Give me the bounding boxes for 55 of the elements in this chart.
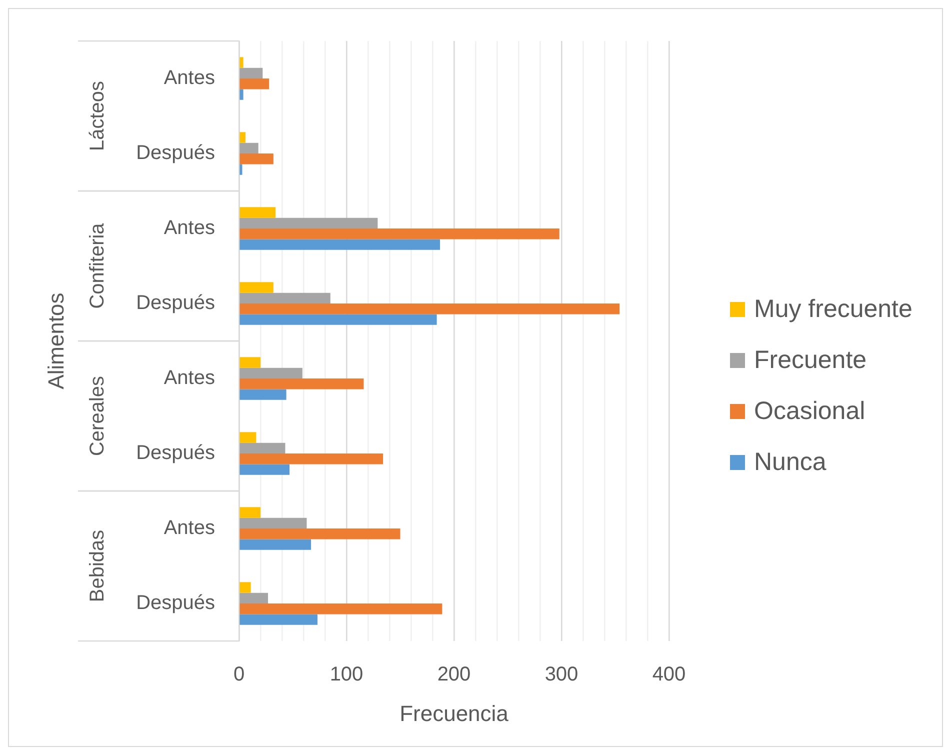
bar (240, 592, 268, 604)
text: Confiteria (86, 222, 109, 309)
text: Lácteos (86, 80, 109, 152)
bar (240, 228, 560, 240)
bar (240, 518, 307, 528)
bar (240, 464, 290, 475)
x-axis-title: Frecuencia (400, 700, 510, 726)
y-axis-title: Alimentos (43, 292, 68, 390)
bar (240, 357, 260, 368)
bar (240, 292, 330, 304)
bar (240, 132, 246, 143)
bar (240, 614, 318, 625)
y-tick-label: Después (136, 442, 215, 464)
y-tick-label: Después (136, 142, 215, 164)
bar (240, 89, 244, 100)
bar (240, 539, 312, 550)
y-tick-label: Antes (164, 217, 215, 240)
bar (240, 78, 270, 90)
bar (240, 368, 302, 378)
y-tick-label: Antes (164, 67, 215, 90)
bar (240, 142, 258, 154)
bar (240, 239, 440, 250)
x-tick-label: 200 (437, 664, 471, 686)
bar (240, 314, 437, 325)
bar (240, 432, 256, 443)
bar (240, 57, 244, 68)
x-tick-label: 100 (330, 664, 364, 686)
bar (240, 442, 286, 454)
y-tick-label: Antes (164, 367, 215, 390)
bar (240, 154, 274, 164)
bar (240, 218, 378, 228)
text: Bebidas (86, 530, 109, 602)
legend-label: Frecuente (754, 346, 867, 374)
bar (240, 164, 242, 175)
bar (240, 378, 364, 390)
bar (240, 68, 263, 78)
bar (240, 207, 276, 218)
bar (240, 604, 442, 614)
legend-label: Muy frecuente (754, 294, 912, 324)
legend-label: Nunca (754, 448, 826, 476)
x-tick-label: 300 (544, 664, 578, 686)
bar (240, 582, 251, 593)
y-tick-label: Antes (164, 517, 215, 540)
y-tick-label: Después (136, 592, 215, 614)
bar (240, 528, 400, 540)
bar (240, 304, 620, 314)
y-tick-label: Después (136, 292, 215, 314)
bar (240, 282, 274, 293)
legend-label: Ocasional (754, 396, 866, 426)
bar (240, 454, 384, 464)
text: Cereales (86, 376, 109, 456)
bar (240, 389, 286, 400)
x-tick-label: 0 (233, 664, 245, 686)
x-tick-label: 400 (652, 664, 686, 686)
bar (240, 507, 260, 518)
